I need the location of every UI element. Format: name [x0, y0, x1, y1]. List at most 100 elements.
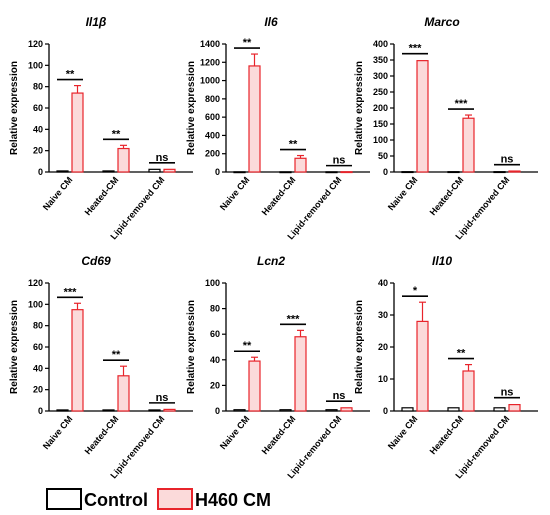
- y-tick-label: 100: [205, 278, 220, 288]
- significance-label: **: [243, 340, 252, 352]
- legend-treated-swatch: [157, 488, 193, 510]
- chart-title: Il6: [264, 15, 278, 29]
- legend-treated-label: H460 CM: [195, 490, 271, 510]
- y-tick-label: 0: [215, 406, 220, 416]
- chart-title: Marco: [424, 15, 459, 29]
- category-label: Heated-CM: [260, 414, 298, 456]
- y-tick-label: 0: [38, 406, 43, 416]
- bar-control: [233, 409, 246, 412]
- significance-label: ns: [501, 387, 514, 399]
- y-axis-label: Relative expression: [9, 61, 20, 155]
- bar-control: [401, 407, 414, 412]
- y-tick-label: 1200: [200, 57, 220, 67]
- y-tick-label: 600: [205, 112, 220, 122]
- bar-control: [325, 409, 338, 412]
- category-label: Naive CM: [41, 414, 75, 451]
- bar-control: [56, 170, 69, 173]
- y-tick-label: 200: [373, 103, 388, 113]
- bar-treated: [117, 147, 130, 173]
- category-label: Heated-CM: [428, 175, 466, 217]
- chart-panel: Il1β Relative expression 0 20 40 60 80 100 120 **…: [9, 15, 193, 241]
- significance-label: ns: [156, 392, 169, 404]
- y-tick-label: 350: [373, 55, 388, 65]
- y-tick-label: 40: [33, 363, 43, 373]
- y-tick-label: 50: [378, 151, 388, 161]
- y-tick-label: 60: [210, 329, 220, 339]
- bar-control: [279, 171, 292, 174]
- chart-title: Il10: [432, 254, 452, 268]
- bar-treated: [71, 309, 84, 412]
- category-label: Naive CM: [41, 175, 75, 212]
- category-label: Naive CM: [218, 414, 252, 451]
- category-label: Heated-CM: [428, 414, 466, 456]
- bar-treated: [248, 360, 261, 412]
- bar-control: [447, 407, 460, 412]
- significance-label: **: [289, 139, 298, 151]
- bar-control: [447, 171, 460, 174]
- y-tick-label: 250: [373, 87, 388, 97]
- bar-control: [102, 170, 115, 173]
- bar-control: [233, 171, 246, 174]
- significance-label: ***: [409, 43, 423, 55]
- bar-treated: [340, 171, 353, 174]
- bar-control: [148, 168, 161, 173]
- bar-control: [148, 409, 161, 412]
- y-tick-label: 20: [33, 385, 43, 395]
- significance-label: ***: [64, 286, 78, 298]
- y-tick-label: 40: [210, 355, 220, 365]
- bar-treated: [462, 117, 475, 173]
- category-label: Naive CM: [218, 175, 252, 212]
- bar-treated: [294, 157, 307, 173]
- chart-title: Il1β: [86, 15, 107, 29]
- significance-label: **: [112, 349, 121, 361]
- y-tick-label: 120: [28, 39, 43, 49]
- significance-label: **: [243, 37, 252, 49]
- bar-treated: [340, 407, 353, 412]
- y-tick-label: 0: [383, 406, 388, 416]
- y-tick-label: 60: [33, 103, 43, 113]
- y-tick-label: 200: [205, 149, 220, 159]
- chart-panel: Il10 Relative expression 0 10 20 30 40 * Naive C…: [354, 254, 538, 480]
- y-tick-label: 1400: [200, 39, 220, 49]
- significance-label: ***: [287, 313, 301, 325]
- y-axis-label: Relative expression: [9, 300, 20, 394]
- y-axis-label: Relative expression: [354, 61, 365, 155]
- significance-label: *: [413, 285, 418, 297]
- y-tick-label: 20: [210, 380, 220, 390]
- y-tick-label: 10: [378, 374, 388, 384]
- bar-treated: [163, 168, 176, 173]
- bar-treated: [416, 60, 429, 173]
- y-tick-label: 80: [210, 304, 220, 314]
- y-tick-label: 100: [28, 60, 43, 70]
- legend: Control H460 CM: [46, 488, 271, 510]
- y-tick-label: 40: [33, 124, 43, 134]
- significance-label: ns: [333, 155, 346, 167]
- chart-panel: Cd69 Relative expression 0 20 40 60 80 100 120 **…: [9, 254, 193, 480]
- y-tick-label: 30: [378, 310, 388, 320]
- bar-treated: [294, 336, 307, 412]
- y-axis-label: Relative expression: [186, 300, 197, 394]
- significance-label: **: [457, 348, 466, 360]
- category-label: Heated-CM: [83, 414, 121, 456]
- legend-control-swatch: [46, 488, 82, 510]
- bar-treated: [508, 170, 521, 173]
- y-tick-label: 0: [38, 167, 43, 177]
- y-tick-label: 80: [33, 321, 43, 331]
- significance-label: **: [112, 128, 121, 140]
- y-tick-label: 20: [378, 342, 388, 352]
- bar-treated: [462, 370, 475, 412]
- y-tick-label: 80: [33, 82, 43, 92]
- y-tick-label: 0: [215, 167, 220, 177]
- y-axis-label: Relative expression: [186, 61, 197, 155]
- significance-label: ns: [501, 154, 514, 166]
- y-tick-label: 400: [373, 39, 388, 49]
- significance-label: **: [66, 69, 75, 81]
- significance-label: ns: [156, 152, 169, 164]
- bar-control: [493, 407, 506, 412]
- y-tick-label: 100: [373, 135, 388, 145]
- y-tick-label: 150: [373, 119, 388, 129]
- category-label: Naive CM: [386, 175, 420, 212]
- bar-treated: [117, 375, 130, 412]
